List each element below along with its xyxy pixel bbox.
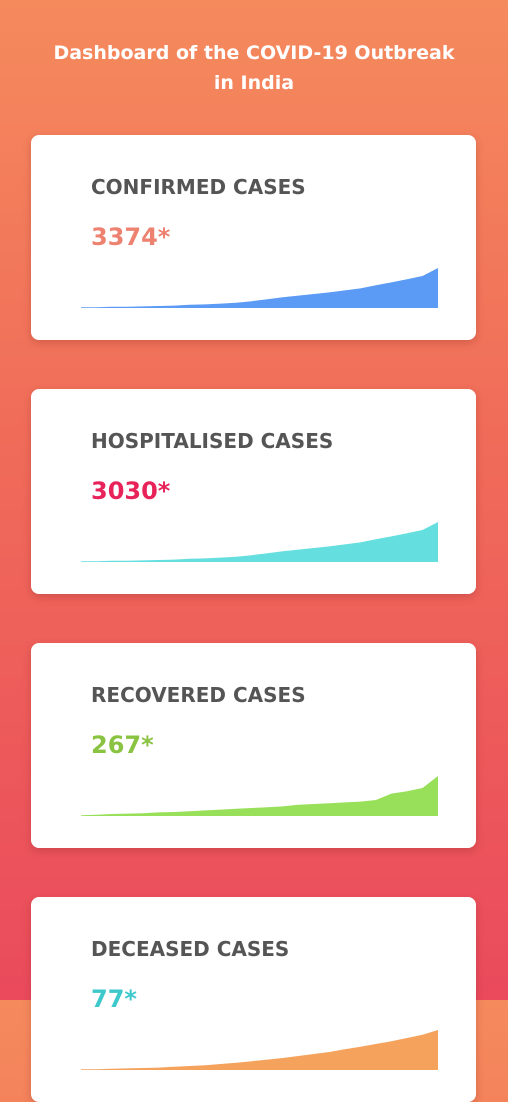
page-title-line-1: Dashboard of the COVID-19 Outbreak [53,42,455,64]
confirmed-cases-card[interactable]: CONFIRMED CASES 3374* [31,135,476,340]
trend-area [81,268,438,308]
deceased-cases-value: 77* [91,985,137,1013]
recovered-cases-title: RECOVERED CASES [91,683,306,707]
confirmed-cases-trend-chart [81,268,438,308]
deceased-cases-trend-chart [81,1030,438,1070]
hospitalised-cases-title: HOSPITALISED CASES [91,429,334,453]
confirmed-cases-title: CONFIRMED CASES [91,175,306,199]
hospitalised-cases-trend-chart [81,522,438,562]
recovered-cases-card[interactable]: RECOVERED CASES 267* [31,643,476,848]
page-title: Dashboard of the COVID-19 Outbreak in In… [0,38,508,98]
trend-area [81,522,438,562]
trend-area [81,1030,438,1070]
recovered-cases-trend-chart [81,776,438,816]
hospitalised-cases-card[interactable]: HOSPITALISED CASES 3030* [31,389,476,594]
trend-area [81,776,438,816]
hospitalised-cases-value: 3030* [91,477,171,505]
deceased-cases-title: DECEASED CASES [91,937,290,961]
recovered-cases-value: 267* [91,731,154,759]
page-title-line-2: in India [213,72,295,94]
confirmed-cases-value: 3374* [91,223,171,251]
